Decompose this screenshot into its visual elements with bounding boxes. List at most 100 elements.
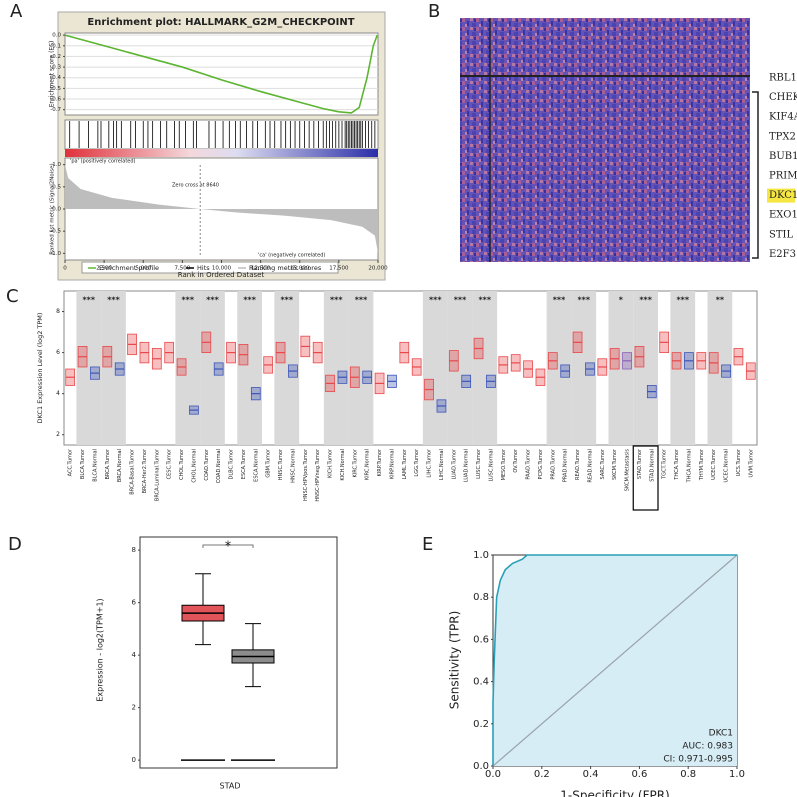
x-tick-label: LGG.Tumor	[414, 448, 420, 477]
x-tick-label: 20,000	[368, 266, 388, 272]
gene-label: TPX2	[769, 131, 796, 142]
y-tick-label: -0.5	[50, 86, 61, 92]
pair-shade	[348, 291, 374, 445]
gene-label: KIF4A	[769, 112, 797, 123]
x-tick-label: 0.4	[583, 769, 599, 780]
x-tick-label: 7,500	[175, 266, 191, 272]
y-tick-label: 2	[132, 704, 136, 712]
x-tick-label: BRCA-Basal.Tumor	[130, 448, 136, 495]
x-tick-label: HNSC-HPVneg.Tumor	[315, 448, 321, 502]
significance: ***	[676, 296, 689, 305]
bracket	[752, 91, 759, 259]
annotation: AUC: 0.983	[682, 742, 733, 752]
x-tick-label: 0	[63, 266, 67, 272]
x-tick-label: LUAD.Tumor	[451, 448, 457, 479]
x-tick-label: BRCA-Her2.Tumor	[142, 448, 148, 493]
annotation: 'ca' (negatively correlated)	[258, 253, 325, 259]
plot-area	[64, 32, 379, 116]
x-axis-label: STAD	[220, 782, 241, 791]
pair-shade	[200, 291, 225, 445]
metric-area	[65, 164, 378, 254]
x-tick-label: ESCA.Normal	[253, 449, 259, 482]
y-tick-label: 4	[132, 651, 137, 659]
y-axis-label: Ranked list metric (Signal2Noise)	[50, 163, 56, 254]
pair-shade	[447, 291, 473, 445]
highlight-box	[632, 445, 659, 511]
pair-shade	[571, 291, 597, 445]
y-tick-label: 4	[56, 390, 60, 397]
es-line	[64, 34, 378, 114]
panel-letter: A	[10, 1, 23, 22]
x-tick-label: HNSC.Tumor	[278, 448, 284, 480]
y-tick-label: 6	[56, 349, 60, 356]
x-tick-label: UCEC.Tumor	[711, 448, 717, 480]
y-tick-label: 8	[132, 546, 136, 554]
legend-box	[81, 261, 339, 274]
x-tick-label: CHOL.Tumor	[179, 448, 185, 480]
x-tick-label: KICH.Tumor	[328, 448, 334, 478]
x-tick-label: MESO.Tumor	[501, 448, 507, 480]
x-tick-label: KIRC.Tumor	[352, 448, 358, 477]
x-tick-label: 0.6	[631, 769, 647, 780]
y-tick-label: 6	[132, 599, 137, 607]
y-tick-label: 0.5	[52, 184, 61, 190]
y-tick-label: -0.1	[50, 43, 61, 49]
x-tick-label: ACC.Tumor	[68, 448, 74, 476]
significance: *	[619, 296, 624, 305]
x-tick-label: KICH.Normal	[340, 449, 346, 481]
significance: ***	[478, 296, 491, 305]
y-tick-label: 0.0	[473, 761, 489, 772]
hits-area	[64, 119, 379, 150]
y-tick-label: 0.2	[473, 719, 489, 730]
significance: ***	[82, 296, 95, 305]
x-tick-label: TGCT.Tumor	[662, 448, 668, 480]
y-tick-label: -0.3	[50, 65, 61, 71]
y-tick-label: -0.4	[50, 75, 61, 81]
x-tick-label: UCS.Tumor	[736, 448, 742, 476]
pair-shade	[608, 291, 634, 445]
x-tick-label: LIHC.Normal	[439, 449, 445, 480]
y-axis-label: DKC1 Expression Level (log2 TPM)	[36, 313, 44, 424]
x-tick-label: STAD.Normal	[649, 449, 655, 482]
x-tick-label: 0.8	[680, 769, 696, 780]
pair-shade	[633, 291, 658, 445]
heatmap	[460, 18, 750, 262]
y-tick-label: -0.5	[50, 229, 61, 235]
panel-letter: B	[428, 1, 440, 22]
y-tick-label: 0	[132, 756, 136, 764]
x-tick-label: STAD.Tumor	[637, 448, 643, 479]
legend-label: Hits	[197, 264, 210, 272]
annotation: 'pa' (positively correlated)	[70, 159, 136, 165]
y-tick-label: -0.6	[50, 97, 61, 103]
significance: ***	[330, 296, 343, 305]
x-tick-label: LUSC.Tumor	[476, 448, 482, 479]
significance: **	[716, 296, 725, 305]
x-tick-label: PAAD.Tumor	[526, 448, 532, 480]
y-tick-label: 0.0	[52, 33, 61, 39]
legend-label: DKC1	[709, 729, 733, 739]
x-tick-label: PRAD.Normal	[563, 449, 569, 482]
x-tick-label: READ.Tumor	[575, 448, 581, 480]
y-axis-label: Enrichment score (ES)	[49, 41, 56, 108]
y-tick-label: -1.0	[50, 251, 61, 257]
x-tick-label: 0.0	[485, 769, 501, 780]
x-tick-label: CESC.Tumor	[167, 448, 173, 479]
y-tick-label: 2	[56, 431, 60, 438]
x-tick-label: SKCM.Tumor	[612, 448, 618, 480]
pair-shade	[76, 291, 102, 445]
x-tick-label: LIHC.Tumor	[427, 448, 433, 477]
x-tick-label: KIRP.Tumor	[377, 448, 383, 476]
panel-letter: D	[8, 534, 22, 555]
x-tick-label: GBM.Tumor	[266, 448, 272, 478]
x-tick-label: SKCM.Metastasis	[625, 449, 631, 492]
x-tick-label: KIRC.Normal	[365, 449, 371, 480]
x-tick-label: COAD.Tumor	[204, 448, 210, 481]
y-tick-label: 0.0	[52, 207, 61, 213]
x-tick-label: PCPG.Tumor	[538, 448, 544, 479]
significance: ***	[454, 296, 467, 305]
y-tick-label: -0.7	[50, 107, 61, 113]
x-tick-label: READ.Normal	[587, 449, 593, 483]
bracket	[202, 544, 254, 548]
significance: ***	[553, 296, 566, 305]
x-axis-label: 1-Specificity (FPR)	[560, 789, 669, 797]
